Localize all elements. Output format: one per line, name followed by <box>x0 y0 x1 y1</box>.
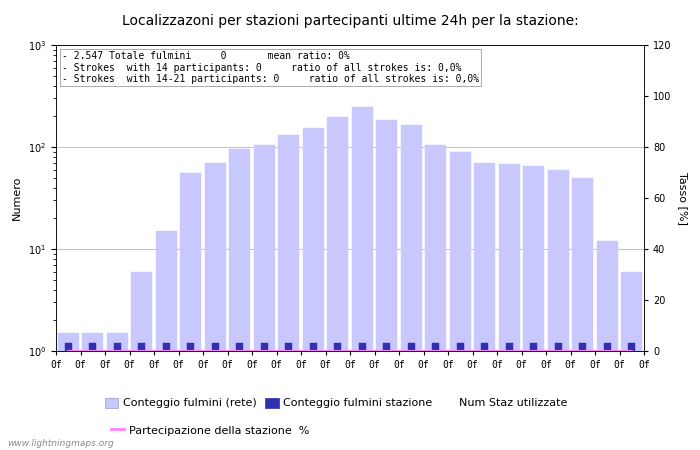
Bar <box>211 343 219 450</box>
Bar <box>113 343 121 450</box>
Y-axis label: Numero: Numero <box>13 176 22 220</box>
Bar <box>524 166 544 450</box>
Bar <box>328 117 348 450</box>
Bar <box>603 343 611 450</box>
Bar <box>309 343 317 450</box>
Bar <box>499 164 519 450</box>
Bar <box>377 120 397 450</box>
Bar <box>401 125 421 450</box>
Bar <box>279 135 299 450</box>
Bar <box>450 152 470 450</box>
Bar <box>456 343 464 450</box>
Bar <box>628 343 636 450</box>
Bar <box>156 231 176 450</box>
Bar <box>407 343 415 450</box>
Y-axis label: Tasso [%]: Tasso [%] <box>678 171 688 225</box>
Bar <box>260 343 268 450</box>
Bar <box>334 343 342 450</box>
Bar <box>475 163 495 450</box>
Bar <box>358 343 366 450</box>
Bar <box>579 343 587 450</box>
Bar <box>162 343 170 450</box>
Bar <box>548 170 568 450</box>
Bar <box>597 241 617 450</box>
Bar <box>554 343 562 450</box>
Bar <box>58 333 78 450</box>
Bar <box>383 343 391 450</box>
Text: www.lightningmaps.org: www.lightningmaps.org <box>7 439 113 448</box>
Bar <box>89 343 97 450</box>
Legend: Partecipazione della stazione  %: Partecipazione della stazione % <box>106 420 314 440</box>
Bar <box>481 343 489 450</box>
Legend: Conteggio fulmini (rete), Conteggio fulmini stazione, Num Staz utilizzate: Conteggio fulmini (rete), Conteggio fulm… <box>100 393 572 413</box>
Text: - 2.547 Totale fulmini     0       mean ratio: 0%
- Strokes  with 14 participant: - 2.547 Totale fulmini 0 mean ratio: 0% … <box>62 51 479 84</box>
Bar <box>285 343 293 450</box>
Bar <box>254 145 274 450</box>
Bar <box>138 343 146 450</box>
Bar <box>236 343 244 450</box>
Bar <box>205 163 225 450</box>
Bar <box>622 272 642 450</box>
Bar <box>187 343 195 450</box>
Bar <box>573 178 593 450</box>
Bar <box>530 343 538 450</box>
Bar <box>352 107 372 450</box>
Bar <box>505 343 513 450</box>
Bar <box>426 145 446 450</box>
Bar <box>107 333 127 450</box>
Bar <box>303 128 323 450</box>
Bar <box>132 272 152 450</box>
Bar <box>432 343 440 450</box>
Bar <box>181 174 201 450</box>
Bar <box>64 343 72 450</box>
Text: Localizzazoni per stazioni partecipanti ultime 24h per la stazione:: Localizzazoni per stazioni partecipanti … <box>122 14 578 27</box>
Bar <box>83 333 103 450</box>
Bar <box>230 149 250 450</box>
